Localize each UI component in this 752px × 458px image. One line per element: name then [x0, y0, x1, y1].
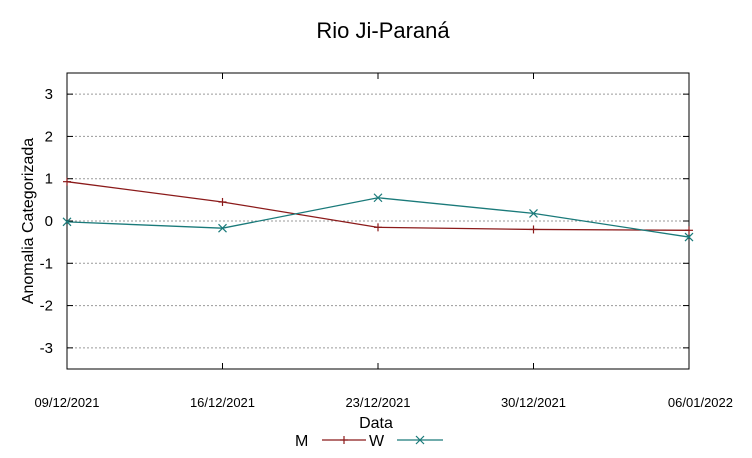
x-tick-label: 23/12/2021: [345, 395, 410, 410]
grid-lines: [67, 93, 689, 349]
y-axis-ticks: 3 2 1 0 -1 -2 -3: [40, 86, 689, 357]
x-tick-label: 16/12/2021: [190, 395, 255, 410]
x-tick-label: 09/12/2021: [34, 395, 99, 410]
data-point-W: [373, 193, 383, 203]
y-tick-label: 2: [45, 128, 53, 145]
x-tick-label: 30/12/2021: [501, 395, 566, 410]
series-lines: [62, 177, 694, 242]
data-point-M: [685, 226, 693, 235]
data-point-M: [63, 177, 71, 186]
y-tick-label: -3: [40, 340, 53, 357]
x-tick-label: 06/01/2022: [668, 395, 733, 410]
x-axis-ticks: 09/12/2021 16/12/2021 23/12/2021 30/12/2021…: [34, 73, 733, 410]
data-point-W: [529, 208, 538, 218]
chart-title: Rio Ji-Paraná: [316, 18, 450, 43]
legend-label-W: W: [369, 433, 385, 450]
y-tick-label: -1: [40, 255, 53, 272]
x-axis-label: Data: [359, 415, 393, 432]
legend-label-M: M: [295, 433, 308, 450]
data-point-M: [218, 197, 227, 206]
legend-marker-M: [340, 436, 348, 444]
data-point-W: [62, 217, 72, 227]
legend-marker-W: [415, 435, 425, 445]
data-point-M: [529, 225, 538, 234]
y-tick-label: 1: [45, 171, 53, 188]
data-point-W: [684, 232, 694, 242]
y-tick-label: 0: [45, 213, 53, 230]
y-tick-label: -2: [40, 298, 53, 315]
data-point-M: [374, 223, 382, 232]
y-tick-label: 3: [45, 86, 53, 103]
y-axis-label: Anomalia Categorizada: [20, 138, 37, 304]
data-point-W: [218, 223, 227, 233]
